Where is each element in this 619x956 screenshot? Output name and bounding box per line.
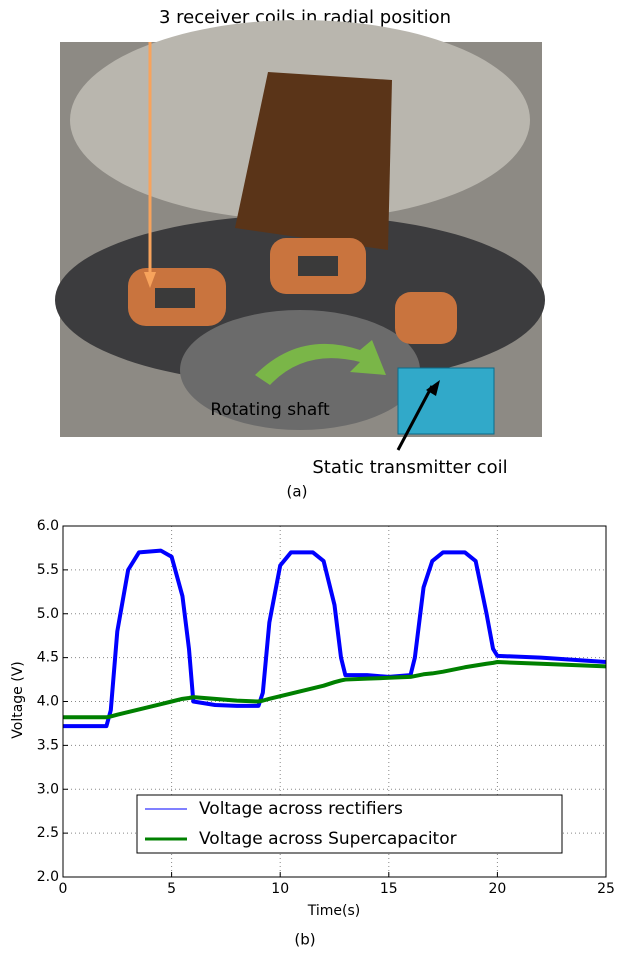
y-tick-label: 5.5 (37, 562, 59, 578)
x-tick-label: 10 (271, 881, 289, 897)
photo: Rotating shaft (55, 20, 545, 451)
data-line (63, 660, 607, 720)
legend-box (136, 794, 563, 854)
coil-core (155, 288, 195, 308)
y-tick-label: 4.0 (37, 694, 59, 710)
legend-label: Voltage across rectifiers (199, 799, 403, 819)
y-tick-label: 2.0 (37, 869, 59, 885)
rotation-arrow (255, 340, 386, 385)
legend-label: Voltage across Supercapacitor (199, 829, 457, 849)
panel-label: (b) (294, 931, 315, 949)
x-tick-label: 25 (597, 881, 615, 897)
y-tick-label: 5.0 (37, 606, 59, 622)
transmitter-label: Static transmitter coil (312, 457, 507, 478)
x-tick-label: 5 (167, 881, 176, 897)
panel-label: (a) (287, 483, 308, 501)
shaft-label: Rotating shaft (210, 400, 330, 420)
x-tick-label: 15 (380, 881, 398, 897)
arrow (396, 385, 434, 451)
circuit-board (235, 72, 392, 250)
coil-core (298, 256, 338, 276)
data-line (63, 548, 607, 729)
shaft (180, 310, 420, 430)
y-axis-label: Voltage (V) (10, 661, 26, 738)
y-tick-label: 3.0 (37, 781, 59, 797)
x-tick-label: 0 (59, 881, 68, 897)
arrow-head (144, 272, 156, 288)
y-tick-label: 6.0 (37, 518, 59, 534)
x-tick-label: 20 (488, 881, 506, 897)
coil (395, 292, 457, 344)
plot-frame (62, 525, 607, 878)
y-tick-label: 4.5 (37, 650, 59, 666)
y-tick-label: 2.5 (37, 825, 59, 841)
arrow-head (426, 380, 440, 396)
x-axis-label: Time(s) (307, 903, 360, 919)
photo-title: 3 receiver coils in radial position (159, 7, 451, 28)
y-tick-label: 3.5 (37, 737, 59, 753)
